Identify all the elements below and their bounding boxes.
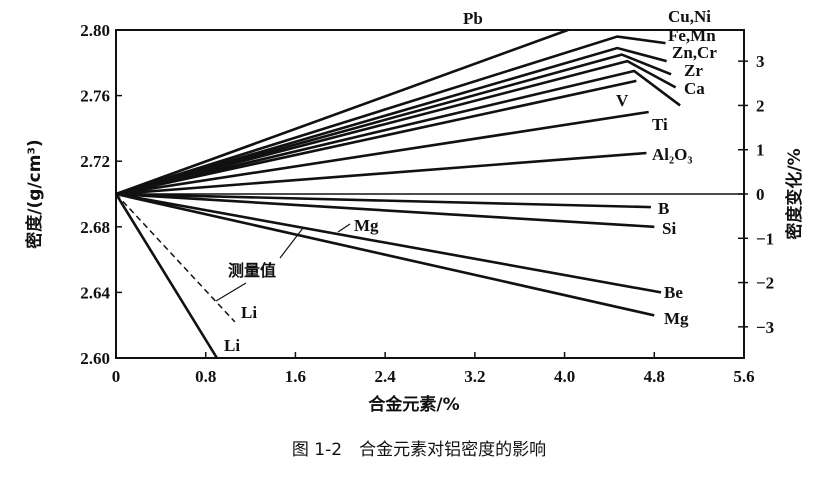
series-label: V (616, 91, 629, 110)
series-line-ti (115, 110, 649, 196)
x-axis-title: 合金元素/% (368, 394, 459, 415)
x-tick-label: 3.2 (464, 367, 485, 386)
x-tick-label: 4.0 (554, 367, 575, 386)
y-right-tick-label: −1 (756, 229, 774, 248)
series-label: Si (662, 219, 676, 238)
y-tick-label: 2.72 (80, 152, 110, 171)
series-line-pb (115, 28, 569, 196)
series-label: Li (241, 303, 257, 322)
y-right-tick-label: 2 (756, 96, 765, 115)
series-label: Li (224, 336, 240, 355)
y-right-tick-label: 3 (756, 52, 765, 71)
series-label: Zn,Cr (672, 43, 717, 62)
series-label: Al₂O₃ (652, 145, 692, 164)
y-right-tick-label: −3 (756, 318, 774, 337)
y-axis-title: 密度/(g/cm³) (24, 139, 45, 248)
series-label: Ca (684, 79, 705, 98)
x-tick-label: 5.6 (733, 367, 754, 386)
y-tick-label: 2.64 (80, 283, 110, 302)
annotation-mg: Mg (354, 216, 379, 235)
series-line-be (115, 192, 662, 294)
series-label: Zr (684, 61, 703, 80)
series-label: Mg (664, 309, 689, 328)
series-line-v (115, 79, 637, 196)
y-tick-label: 2.76 (80, 87, 110, 106)
x-tick-label: 0 (112, 367, 121, 386)
series-line-li-measured (115, 193, 236, 323)
x-tick-label: 4.8 (644, 367, 665, 386)
series-line-zncr (115, 53, 672, 196)
series-label: Ti (652, 115, 668, 134)
annotation-measured-leader (279, 227, 304, 259)
series-line-alo (115, 151, 647, 196)
y-right-tick-label: 1 (756, 141, 765, 160)
series-line-ca (115, 69, 681, 196)
y-tick-label: 2.68 (80, 218, 110, 237)
series-line-si (115, 192, 655, 229)
annotation-mg-leader (337, 223, 351, 233)
series-line-zr (115, 59, 677, 196)
annotation-measured-leader (215, 282, 247, 302)
series-label: Cu,Ni (668, 7, 711, 26)
y-right-tick-label: 0 (756, 185, 765, 204)
series-line-mg (115, 192, 655, 317)
series-line-femn (115, 46, 667, 196)
y-right-tick-label: −2 (756, 274, 774, 293)
figure-caption: 图 1-2 合金元素对铝密度的影响 (292, 440, 546, 460)
series-line-li (114, 193, 219, 359)
y-tick-label: 2.60 (80, 349, 110, 368)
y-tick-label: 2.80 (80, 21, 110, 40)
series-label: Pb (463, 9, 483, 28)
y-right-axis-title: 密度变化/% (784, 148, 805, 239)
series-line-cuni (115, 35, 666, 196)
x-tick-label: 0.8 (195, 367, 216, 386)
series-label: Fe,Mn (668, 26, 716, 45)
annotation-measured: 测量值 (228, 261, 276, 280)
series-line-b (115, 192, 651, 209)
x-tick-label: 2.4 (375, 367, 397, 386)
series-label: Be (664, 283, 683, 302)
x-tick-label: 1.6 (285, 367, 306, 386)
series-label: B (658, 199, 669, 218)
